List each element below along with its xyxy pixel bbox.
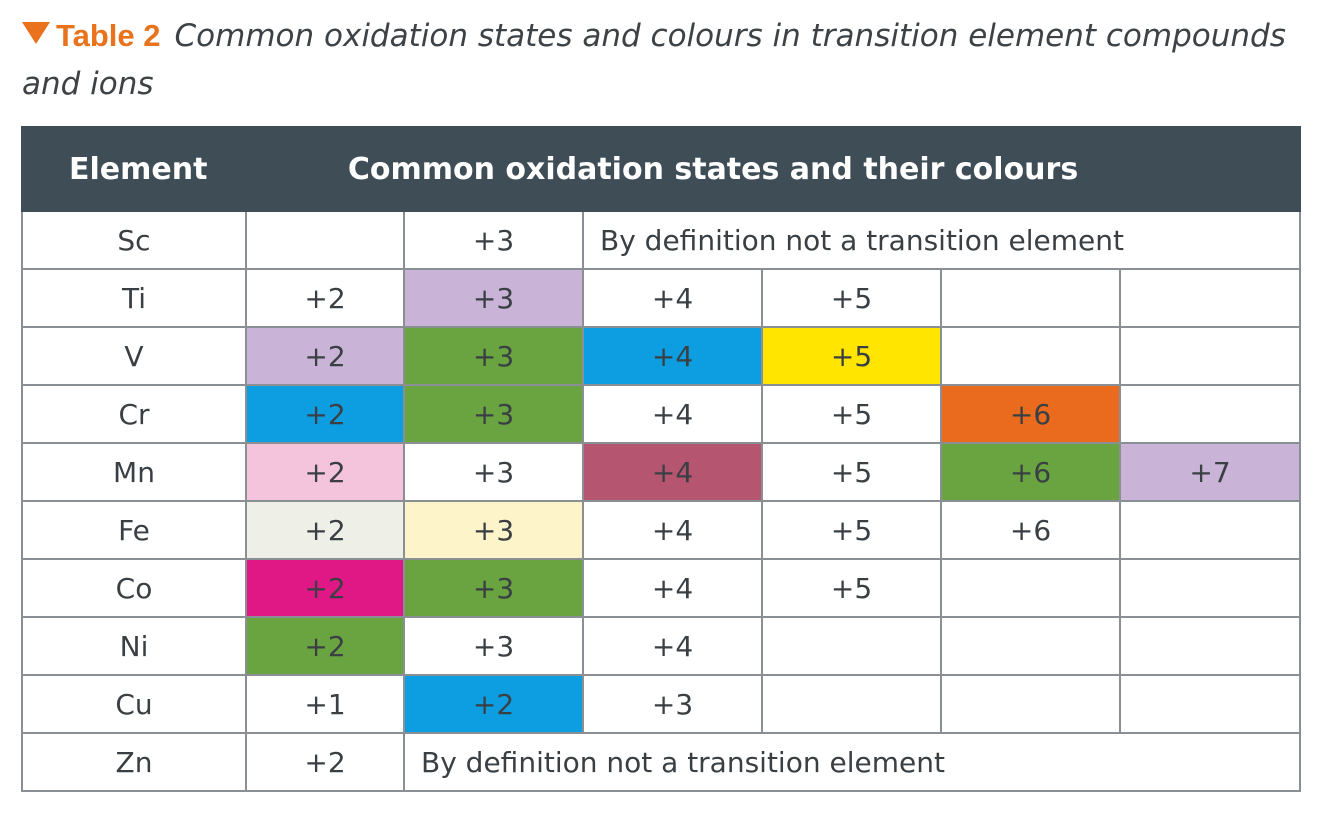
- table-body: Sc +3 By definition not a transition eleme…: [21, 210, 1301, 792]
- oxidation-state-cell: [1119, 268, 1301, 328]
- oxidation-state-cell: +4: [582, 326, 763, 386]
- oxidation-state-cell: +5: [761, 326, 942, 386]
- oxidation-state-cell: +2: [245, 268, 405, 328]
- oxidation-state-cell: +2: [403, 674, 584, 734]
- oxidation-state-cell: [940, 558, 1121, 618]
- element-cell: Cu: [21, 674, 247, 734]
- table-title: Common oxidation states and colours in t…: [22, 18, 1286, 102]
- oxidation-state-cell: +2: [245, 500, 405, 560]
- oxidation-state-cell: +1: [245, 674, 405, 734]
- element-cell: Ni: [21, 616, 247, 676]
- element-cell: Cr: [21, 384, 247, 444]
- element-cell: Zn: [21, 732, 247, 792]
- oxidation-state-cell: +7: [1119, 442, 1301, 502]
- oxidation-state-cell: +2: [245, 558, 405, 618]
- table-row: Cr +2 +3 +4 +5 +6: [21, 384, 1301, 444]
- oxidation-state-cell: [1119, 500, 1301, 560]
- oxidation-state-cell: +5: [761, 384, 942, 444]
- oxidation-state-cell: +6: [940, 500, 1121, 560]
- table-row: Zn +2 By definition not a transition eleme…: [21, 732, 1301, 792]
- table-caption: Table 2 Common oxidation states and colou…: [22, 12, 1312, 108]
- oxidation-state-cell: [1119, 326, 1301, 386]
- oxidation-state-cell: [1119, 616, 1301, 676]
- oxidation-state-cell: +4: [582, 442, 763, 502]
- table-row: Co +2 +3 +4 +5: [21, 558, 1301, 618]
- table-row: Ni +2 +3 +4: [21, 616, 1301, 676]
- table-row: Sc +3 By definition not a transition eleme…: [21, 210, 1301, 270]
- oxidation-state-cell: +5: [761, 442, 942, 502]
- oxidation-state-cell: +6: [940, 442, 1121, 502]
- oxidation-state-cell: +3: [582, 674, 763, 734]
- element-cell: Sc: [21, 210, 247, 270]
- definition-note-cell: By definition not a transition element: [582, 210, 1301, 270]
- table-number: Table 2: [56, 18, 161, 53]
- table-row: Fe +2 +3 +4 +5 +6: [21, 500, 1301, 560]
- oxidation-state-cell: [761, 674, 942, 734]
- table-row: Ti +2 +3 +4 +5: [21, 268, 1301, 328]
- header-row: Element Common oxidation states and thei…: [21, 126, 1301, 212]
- oxidation-state-cell: +4: [582, 616, 763, 676]
- oxidation-state-cell: +6: [940, 384, 1121, 444]
- oxidation-state-cell: +3: [403, 442, 584, 502]
- oxidation-state-cell: +2: [245, 326, 405, 386]
- oxidation-state-cell: [761, 616, 942, 676]
- oxidation-state-cell: +2: [245, 616, 405, 676]
- oxidation-state-cell: +2: [245, 732, 405, 792]
- oxidation-state-cell: +5: [761, 500, 942, 560]
- triangle-down-icon: [22, 22, 50, 44]
- oxidation-state-cell: [940, 674, 1121, 734]
- oxidation-state-cell: +2: [245, 384, 405, 444]
- oxidation-state-cell: +4: [582, 558, 763, 618]
- oxidation-state-cell: +3: [403, 384, 584, 444]
- oxidation-state-cell: +5: [761, 268, 942, 328]
- element-cell: Co: [21, 558, 247, 618]
- oxidation-state-cell: [940, 268, 1121, 328]
- element-cell: Mn: [21, 442, 247, 502]
- oxidation-state-cell: [1119, 558, 1301, 618]
- table-row: Cu +1 +2 +3: [21, 674, 1301, 734]
- definition-note-cell: By definition not a transition element: [403, 732, 1301, 792]
- oxidation-state-cell: +3: [403, 616, 584, 676]
- table-row: Mn +2 +3 +4 +5 +6 +7: [21, 442, 1301, 502]
- table-row: V +2 +3 +4 +5: [21, 326, 1301, 386]
- oxidation-state-cell: [245, 210, 405, 270]
- oxidation-states-table: Element Common oxidation states and thei…: [21, 126, 1301, 792]
- oxidation-state-cell: +4: [582, 500, 763, 560]
- oxidation-state-cell: +4: [582, 268, 763, 328]
- element-column-header: Element: [21, 126, 247, 212]
- oxidation-state-cell: +3: [403, 500, 584, 560]
- oxidation-state-cell: +3: [403, 268, 584, 328]
- oxidation-state-cell: [940, 616, 1121, 676]
- oxidation-state-cell: +3: [403, 210, 584, 270]
- oxidation-state-cell: +5: [761, 558, 942, 618]
- oxidation-state-cell: [1119, 384, 1301, 444]
- element-cell: Ti: [21, 268, 247, 328]
- oxidation-state-cell: +2: [245, 442, 405, 502]
- element-cell: V: [21, 326, 247, 386]
- oxidation-state-cell: [1119, 674, 1301, 734]
- oxidation-state-cell: +4: [582, 384, 763, 444]
- oxidation-state-cell: +3: [403, 326, 584, 386]
- states-column-header: Common oxidation states and their colour…: [245, 126, 1301, 212]
- oxidation-state-cell: +3: [403, 558, 584, 618]
- element-cell: Fe: [21, 500, 247, 560]
- oxidation-state-cell: [940, 326, 1121, 386]
